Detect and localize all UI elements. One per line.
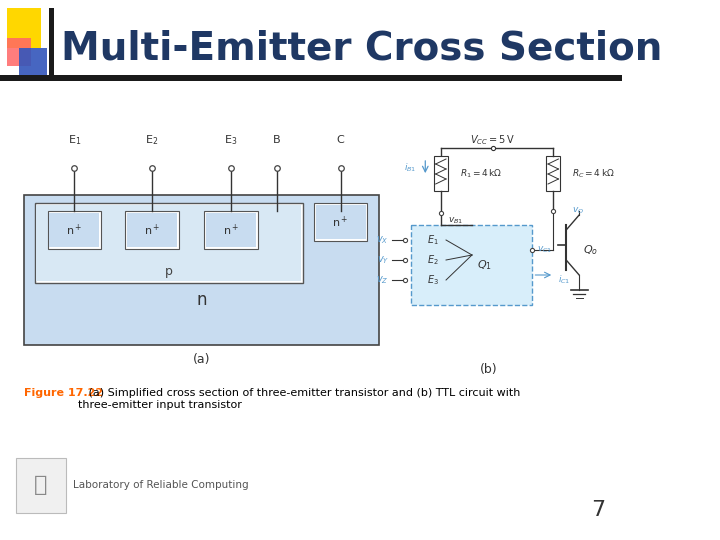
Bar (0, 75, 622, 81)
Text: 🐦: 🐦 (34, 475, 48, 495)
Text: $v_X$: $v_X$ (377, 234, 389, 246)
Text: $i_{B1}$: $i_{B1}$ (405, 162, 417, 174)
Bar (7, 8, 42, 48)
Bar (546, 156, 560, 191)
Text: n$^+$: n$^+$ (144, 222, 161, 238)
Bar (204, 211, 258, 249)
Text: n$^+$: n$^+$ (66, 222, 83, 238)
Text: $R_1=4\,\mathrm{k}\Omega$: $R_1=4\,\mathrm{k}\Omega$ (460, 168, 503, 180)
Bar (127, 213, 177, 247)
Text: $v_Z$: $v_Z$ (377, 274, 389, 286)
Bar (7, 38, 31, 66)
Text: Laboratory of Reliable Computing: Laboratory of Reliable Computing (73, 480, 249, 490)
Text: n: n (196, 291, 207, 309)
Text: n$^+$: n$^+$ (333, 214, 348, 230)
Text: (a): (a) (193, 354, 210, 367)
Text: $i_{C1}$: $i_{C1}$ (559, 274, 571, 286)
Text: 7: 7 (591, 500, 605, 520)
Bar (16, 458, 66, 513)
Text: $E_3$: $E_3$ (427, 273, 439, 287)
Bar (49, 8, 53, 80)
Text: $Q_1$: $Q_1$ (477, 258, 492, 272)
Text: $E_2$: $E_2$ (427, 253, 438, 267)
Text: $E_1$: $E_1$ (427, 233, 438, 247)
Text: n$^+$: n$^+$ (222, 222, 239, 238)
Text: $v_Y$: $v_Y$ (377, 254, 389, 266)
Text: $v_{B1}$: $v_{B1}$ (448, 216, 463, 226)
Text: Figure 17.22: Figure 17.22 (24, 388, 104, 398)
Text: $v_O$: $v_O$ (572, 206, 585, 216)
Bar (35, 203, 302, 283)
Text: C: C (337, 135, 344, 145)
Text: $Q_o$: $Q_o$ (583, 243, 598, 257)
Bar (19, 48, 47, 76)
Bar (49, 213, 99, 247)
Bar (24, 195, 379, 345)
Bar (411, 225, 533, 305)
Text: B: B (273, 135, 280, 145)
Bar (36, 205, 301, 281)
Text: E$_3$: E$_3$ (224, 133, 238, 147)
Text: (a) Simplified cross section of three-emitter transistor and (b) TTL circuit wit: (a) Simplified cross section of three-em… (78, 388, 520, 410)
Bar (48, 211, 101, 249)
Text: E$_2$: E$_2$ (145, 133, 159, 147)
Bar (314, 203, 367, 241)
Text: (b): (b) (480, 363, 498, 376)
Bar (434, 156, 448, 191)
Bar (206, 213, 256, 247)
Text: Multi-Emitter Cross Section: Multi-Emitter Cross Section (60, 29, 662, 67)
Bar (315, 205, 366, 239)
Text: E$_1$: E$_1$ (68, 133, 81, 147)
Text: $v_{C1}$: $v_{C1}$ (537, 245, 552, 255)
Bar (125, 211, 179, 249)
Text: p: p (165, 265, 173, 278)
Text: $R_C=4\,\mathrm{k}\Omega$: $R_C=4\,\mathrm{k}\Omega$ (572, 168, 615, 180)
Text: $V_{CC}=5\,\mathrm{V}$: $V_{CC}=5\,\mathrm{V}$ (470, 133, 515, 147)
